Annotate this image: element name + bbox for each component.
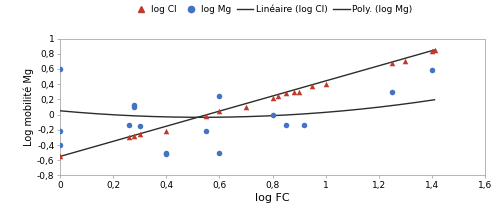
Point — [130, 103, 138, 106]
Point — [162, 152, 170, 156]
Point — [202, 114, 210, 118]
Point — [130, 134, 138, 138]
Point — [216, 109, 224, 113]
Point — [282, 123, 290, 127]
Point — [300, 123, 308, 127]
Point — [308, 84, 316, 87]
Point — [56, 155, 64, 158]
Point — [322, 82, 330, 86]
Point — [162, 151, 170, 154]
Point — [268, 113, 276, 116]
Point — [274, 94, 282, 97]
Point — [290, 90, 298, 94]
Point — [388, 61, 396, 65]
Point — [268, 96, 276, 100]
Point — [295, 90, 303, 94]
Legend: log Cl, log Mg, Linéaire (log Cl), Poly. (log Mg): log Cl, log Mg, Linéaire (log Cl), Poly.… — [132, 5, 412, 14]
Point — [428, 69, 436, 72]
Point — [430, 48, 438, 52]
Point — [125, 136, 133, 139]
Point — [56, 143, 64, 147]
X-axis label: log FC: log FC — [255, 193, 290, 203]
Point — [242, 105, 250, 109]
Point — [130, 105, 138, 109]
Point — [216, 151, 224, 154]
Point — [428, 49, 436, 52]
Point — [388, 90, 396, 94]
Point — [402, 60, 409, 63]
Point — [56, 67, 64, 71]
Point — [202, 130, 210, 133]
Point — [125, 123, 133, 127]
Point — [136, 124, 143, 128]
Point — [162, 130, 170, 133]
Y-axis label: Log mobilité Mg: Log mobilité Mg — [24, 68, 34, 146]
Point — [282, 92, 290, 95]
Point — [136, 132, 143, 135]
Point — [56, 130, 64, 133]
Point — [216, 94, 224, 97]
